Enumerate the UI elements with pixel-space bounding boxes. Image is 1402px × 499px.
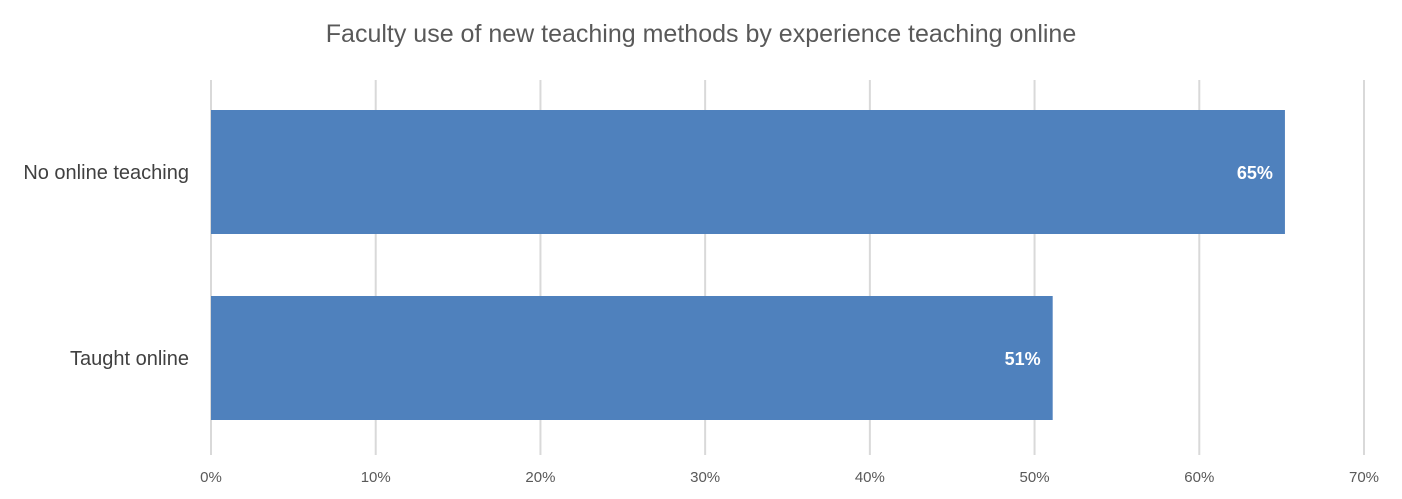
category-label: No online teaching [23, 162, 189, 184]
chart-title: Faculty use of new teaching methods by e… [325, 20, 1077, 48]
category-label: Taught online [70, 348, 189, 370]
x-tick-label: 10% [361, 469, 391, 486]
bar-no-online-teaching [211, 110, 1285, 234]
data-label: 65% [1237, 163, 1273, 183]
x-tick-label: 30% [690, 469, 720, 486]
category-labels: No online teaching Taught online [23, 162, 189, 370]
x-tick-label: 20% [525, 469, 555, 486]
data-labels: 65% 51% [1005, 163, 1273, 369]
x-tick-label: 60% [1184, 469, 1214, 486]
x-tick-label: 50% [1020, 469, 1050, 486]
bars [211, 110, 1285, 420]
x-axis-tick-labels: 0% 10% 20% 30% 40% 50% 60% 70% [200, 469, 1379, 486]
x-tick-label: 40% [855, 469, 885, 486]
bar-taught-online [211, 296, 1053, 420]
x-tick-label: 0% [200, 469, 222, 486]
data-label: 51% [1005, 349, 1041, 369]
x-tick-label: 70% [1349, 469, 1379, 486]
